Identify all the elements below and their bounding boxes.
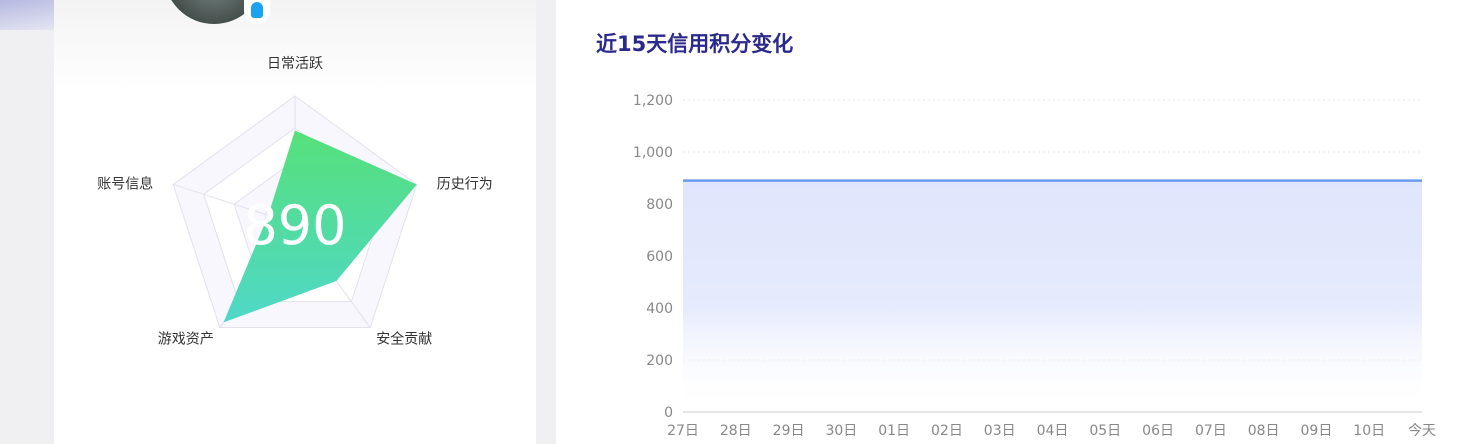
credit-score: 890: [243, 194, 346, 257]
x-tick-label: 今天: [1408, 423, 1436, 439]
x-tick-label: 07日: [1195, 423, 1227, 439]
x-tick-label: 01日: [878, 423, 910, 439]
radar-area: [223, 130, 417, 323]
y-tick-label: 200: [646, 353, 673, 369]
radar-indicator-label: 游戏资产: [158, 332, 214, 348]
area-fill: [683, 180, 1422, 412]
y-tick-label: 1,000: [633, 145, 673, 161]
x-tick-label: 30日: [825, 423, 857, 439]
x-tick-label: 29日: [773, 423, 805, 439]
y-tick-label: 1,200: [633, 93, 673, 109]
x-tick-label: 06日: [1142, 423, 1174, 439]
radar-indicator-label: 历史行为: [437, 176, 493, 192]
x-tick-label: 27日: [667, 423, 699, 439]
radar-indicator-label: 安全贡献: [376, 331, 432, 348]
background-decoration: [0, 0, 60, 30]
qq-badge: [244, 0, 270, 24]
x-tick-label: 05日: [1089, 423, 1121, 439]
radar-indicator-label: 账号信息: [97, 175, 153, 192]
x-tick-label: 10日: [1353, 423, 1385, 439]
qq-icon: [251, 2, 263, 18]
x-tick-label: 02日: [931, 423, 963, 439]
y-tick-label: 400: [646, 301, 673, 317]
x-tick-label: 28日: [720, 423, 752, 439]
x-tick-label: 09日: [1301, 423, 1333, 439]
x-tick-label: 08日: [1248, 423, 1280, 439]
x-tick-label: 03日: [984, 423, 1016, 439]
chart-title: 近15天信用积分变化: [596, 32, 794, 56]
profile-card: 890 日常活跃历史行为安全贡献 游戏资产 账号信息: [54, 0, 536, 444]
credit-trend-card: 近15天信用积分变化 0 200 400 600 800 1,000 1,200 27日 28日…: [556, 0, 1480, 444]
y-tick-label: 0: [664, 405, 673, 421]
x-tick-label: 04日: [1037, 423, 1069, 439]
y-tick-label: 800: [646, 197, 673, 213]
radar-indicator-label: 日常活跃: [267, 56, 323, 72]
credit-line-chart: 0 200 400 600 800 1,000 1,200 27日 28日 29日 30日 01日 02…: [633, 93, 1436, 439]
y-tick-label: 600: [646, 249, 673, 265]
